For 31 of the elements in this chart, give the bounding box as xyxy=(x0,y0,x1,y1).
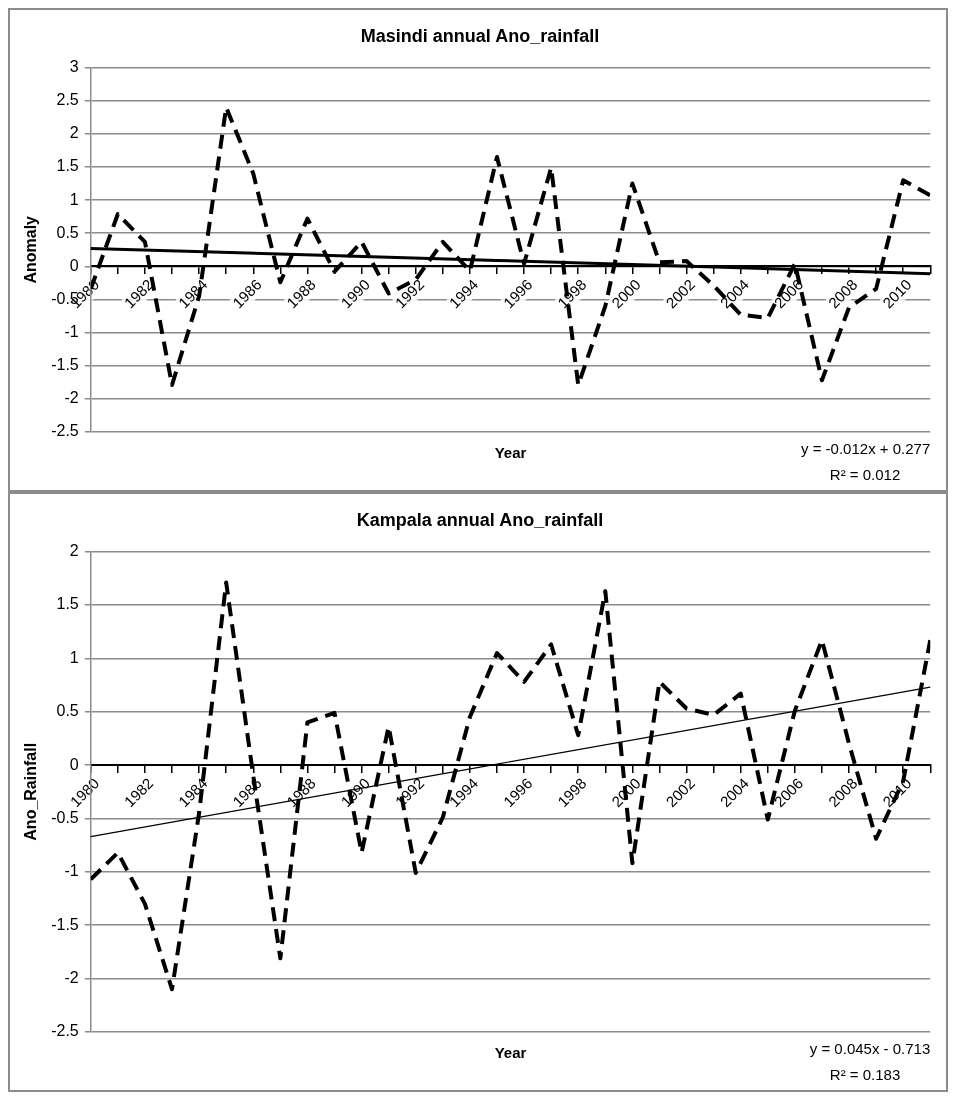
y-axis-title: Anomaly xyxy=(22,215,40,284)
y-tick-label: -1.5 xyxy=(51,356,79,374)
y-tick-label: 2 xyxy=(69,124,79,142)
chart-title: Kampala annual Ano_rainfall xyxy=(356,509,604,530)
text: y = -0.012x + 0.277 xyxy=(801,440,931,458)
y-tick-label: -1 xyxy=(64,862,79,880)
y-tick-label: 0 xyxy=(69,256,79,274)
y-tick-label: 1.5 xyxy=(56,595,79,613)
y-tick-label: -1 xyxy=(64,323,79,341)
y-tick-label: 1.5 xyxy=(56,157,79,175)
y-tick-label: -2.5 xyxy=(51,1022,79,1040)
text: R² = 0.183 xyxy=(829,1066,901,1084)
y-tick-label: 0.5 xyxy=(56,223,79,241)
y-tick-label: 2 xyxy=(69,542,79,560)
y-tick-label: -1.5 xyxy=(51,915,79,933)
y-axis-title: Ano_Rainfall xyxy=(22,742,40,841)
y-tick-label: 3 xyxy=(69,58,79,76)
y-tick-label: 0 xyxy=(69,755,79,773)
y-tick-label: -0.5 xyxy=(51,808,79,826)
y-tick-label: -2.5 xyxy=(51,422,79,440)
text: R² = 0.012 xyxy=(829,466,901,484)
y-tick-label: 2.5 xyxy=(56,91,79,109)
y-tick-label: -2 xyxy=(64,389,79,407)
text: y = 0.045x - 0.713 xyxy=(809,1040,931,1058)
y-tick-label: -2 xyxy=(64,969,79,987)
y-tick-label: 0.5 xyxy=(56,702,79,720)
y-tick-label: 1 xyxy=(69,190,79,208)
y-tick-label: 1 xyxy=(69,648,79,666)
chart-title: Masindi annual Ano_rainfall xyxy=(360,25,600,46)
x-axis-title: Year xyxy=(494,1044,527,1062)
x-axis-title: Year xyxy=(494,444,527,462)
